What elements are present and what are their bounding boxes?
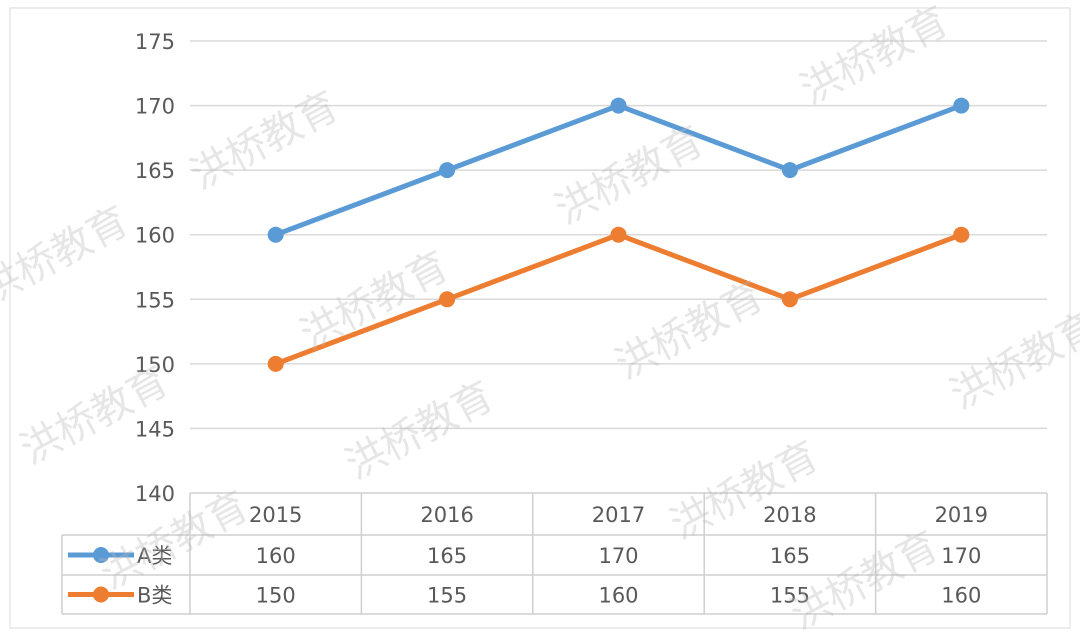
legend-key-marker: [93, 547, 109, 563]
data-point: [267, 355, 284, 372]
data-point: [953, 97, 970, 114]
data-point: [953, 226, 970, 243]
y-tick-label: 160: [135, 224, 175, 248]
data-point: [781, 291, 798, 308]
y-tick-label: 140: [135, 482, 175, 506]
legend-label: B类: [137, 584, 172, 608]
table-cell-value: 165: [427, 544, 467, 568]
table-cell-value: 155: [427, 584, 467, 608]
table-cell-value: 155: [770, 584, 810, 608]
chart-area: [9, 7, 1071, 629]
x-tick-label: 2015: [249, 503, 302, 527]
y-tick-label: 150: [135, 353, 175, 377]
data-point: [439, 162, 456, 179]
y-axis-ticks: 140 145 150 155 160 165 170 175: [135, 30, 175, 506]
data-point: [439, 291, 456, 308]
data-point: [781, 162, 798, 179]
data-point: [610, 97, 627, 114]
y-tick-label: 155: [135, 288, 175, 312]
data-point: [610, 226, 627, 243]
legend-label: A类: [137, 544, 172, 568]
table-cell-value: 170: [598, 544, 638, 568]
x-tick-label: 2016: [420, 503, 473, 527]
y-tick-label: 170: [135, 95, 175, 119]
table-cell-value: 165: [770, 544, 810, 568]
x-tick-label: 2018: [763, 503, 816, 527]
y-tick-label: 145: [135, 417, 175, 441]
data-point: [267, 226, 284, 243]
table-cell-value: 170: [941, 544, 981, 568]
table-cell-value: 160: [941, 584, 981, 608]
table-cell-value: 150: [256, 584, 296, 608]
y-tick-label: 165: [135, 159, 175, 183]
x-tick-label: 2017: [592, 503, 645, 527]
y-tick-label: 175: [135, 30, 175, 54]
table-cell-value: 160: [598, 584, 638, 608]
x-tick-label: 2019: [935, 503, 988, 527]
series-lines: [267, 97, 970, 372]
table-cell-value: 160: [256, 544, 296, 568]
data-table: 2015 2016 2017 2018 2019 A类 160 165 170 165 170 B类 1…: [61, 492, 1048, 615]
legend-key-marker: [93, 586, 109, 603]
